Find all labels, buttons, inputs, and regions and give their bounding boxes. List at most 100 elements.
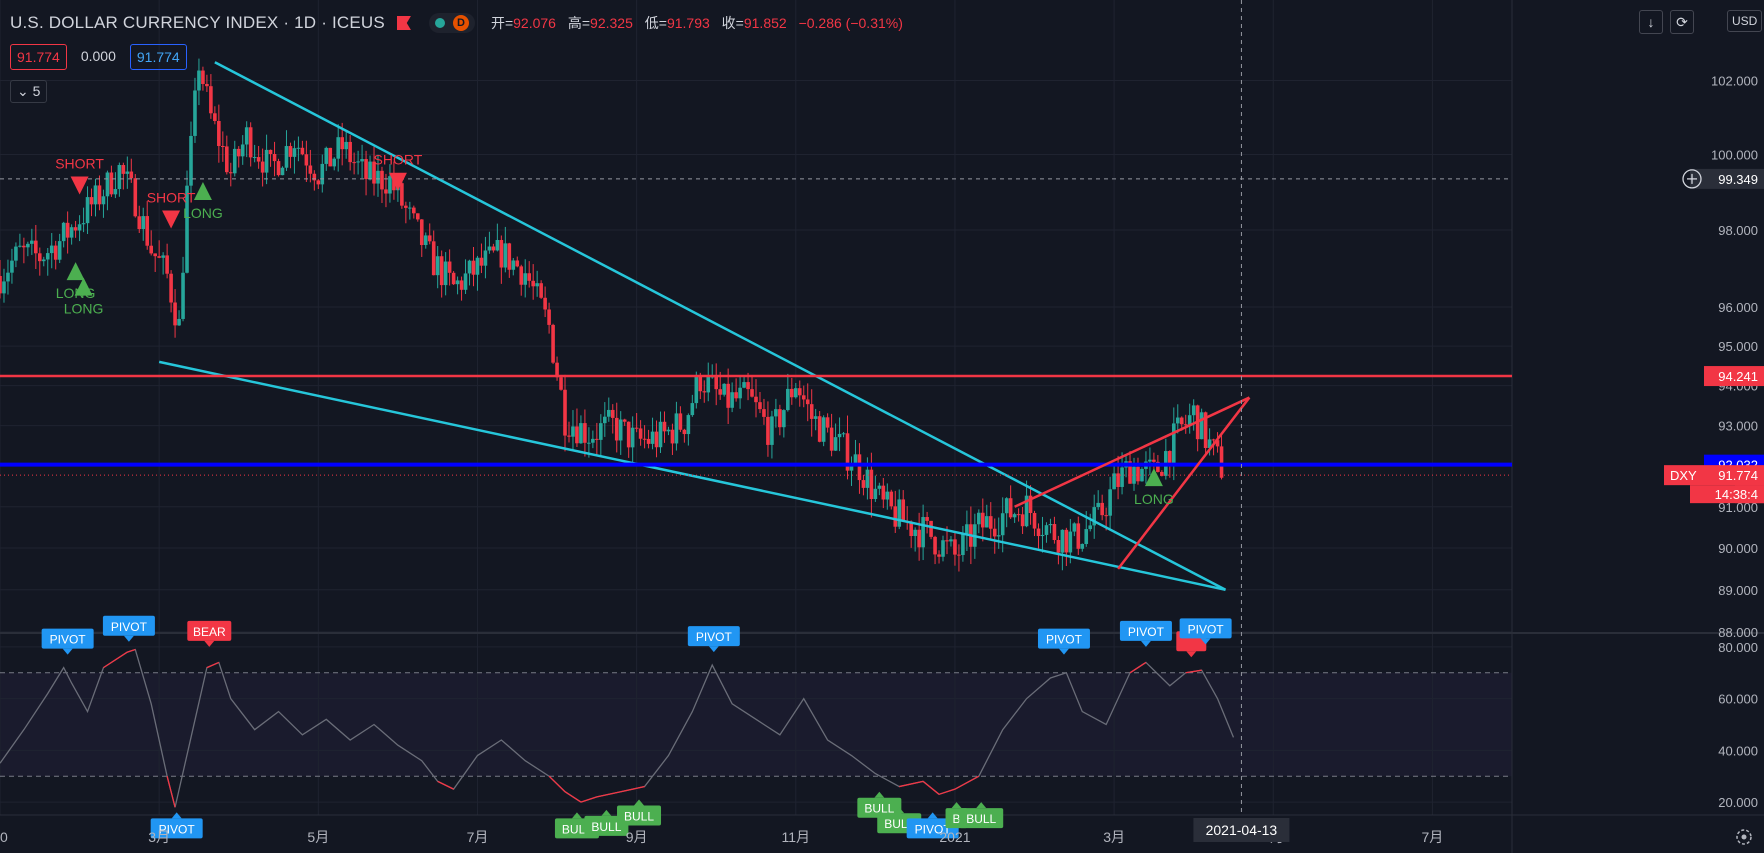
candle-body [435, 256, 440, 276]
currency-button[interactable]: USD [1727, 10, 1763, 32]
candle-body [722, 383, 726, 395]
candle-body [240, 144, 245, 157]
candle-body [809, 404, 814, 419]
candle-body [965, 524, 969, 534]
last-price-symbol: DXY [1670, 468, 1697, 483]
label-pointer [634, 799, 645, 806]
oscillator-extreme-segment [620, 785, 645, 793]
candle-body [1108, 489, 1112, 516]
candle-body [957, 554, 961, 556]
time-tick-label: 11月 [782, 829, 811, 845]
candle-body [487, 246, 492, 251]
market-open-dot-icon [434, 18, 445, 28]
candle-body [81, 223, 86, 225]
candle-body [1187, 415, 1192, 425]
candle-body [419, 219, 424, 246]
crosshair-price-value: 99.349 [1718, 172, 1758, 187]
candle-body [730, 392, 734, 408]
time-tick-label: 20 [0, 829, 8, 845]
indicator-value-3: 91.774 [129, 44, 187, 70]
candle-body [595, 438, 599, 440]
long-signal-label: LONG [64, 301, 104, 317]
candle-body [786, 388, 790, 411]
drawing-line-5[interactable] [1117, 396, 1251, 570]
gear-icon[interactable] [1736, 829, 1752, 845]
candle-body [77, 224, 82, 231]
label-text: BULL [624, 809, 654, 823]
price-tick-label: 89.000 [1718, 583, 1758, 598]
candle-body [308, 165, 313, 174]
candle-body [431, 241, 436, 276]
candle-body [137, 216, 142, 230]
reset-button[interactable]: ⟳ [1670, 10, 1694, 34]
candle-body [1020, 514, 1025, 527]
candle-body [348, 141, 352, 163]
price-tick-label: 88.000 [1718, 625, 1758, 640]
candle-body [475, 257, 480, 275]
candle-body [881, 485, 886, 500]
candle-body [873, 488, 878, 499]
candle-body [531, 280, 535, 287]
oscillator-extreme-segment [127, 648, 136, 653]
candle-body [953, 539, 957, 555]
download-button[interactable]: ↓ [1639, 10, 1663, 34]
candle-body [634, 427, 639, 429]
bull-label: BULL [617, 799, 662, 826]
time-tick-label: 2021 [939, 829, 970, 845]
long-signal-label: LONG [1134, 491, 1174, 507]
candle-body [642, 438, 647, 440]
pivot-label: PIVOT [1037, 628, 1090, 655]
candle-body [336, 137, 341, 159]
drawing-line-1[interactable] [158, 360, 1226, 592]
candle-body [221, 146, 225, 148]
candle-body [364, 159, 368, 180]
candle-body [845, 433, 850, 471]
candle-body [89, 197, 94, 205]
indicators-collapse-button[interactable]: ⌄ 5 [10, 80, 48, 103]
price-tick-label: 98.000 [1718, 223, 1758, 238]
candle-body [376, 170, 380, 184]
price-tick-label: 90.000 [1718, 541, 1758, 556]
candle-body [1168, 451, 1172, 466]
candle-body [30, 240, 34, 244]
flag-icon[interactable] [396, 16, 411, 30]
candle-body [626, 421, 631, 448]
drawing-line-0[interactable] [214, 61, 1227, 591]
candle-body [1096, 502, 1100, 508]
chart-legend: U.S. DOLLAR CURRENCY INDEX · 1D · ICEUS … [10, 12, 911, 34]
countdown-text: 14:38:4 [1715, 487, 1758, 502]
candle-body [205, 83, 209, 87]
candle-body [1175, 417, 1180, 424]
candle-body [225, 146, 229, 173]
indicator-value-2: 0.000 [80, 48, 116, 64]
ohlc-open: 92.076 [513, 15, 556, 31]
candle-body [1128, 461, 1132, 484]
candle-body [877, 485, 882, 489]
candle-body [1211, 439, 1216, 441]
ohlc-low-label: 低= [644, 15, 667, 31]
candle-body [837, 433, 842, 438]
candle-body [762, 409, 766, 417]
candle-body [443, 261, 448, 286]
candle-body [447, 261, 452, 273]
label-text: BEAR [193, 625, 226, 639]
candle-body [913, 529, 917, 537]
drawing-line-4[interactable] [1014, 396, 1250, 508]
ohlc-high: 92.325 [590, 15, 633, 31]
oscillator-extreme-segment [954, 775, 980, 790]
label-text: PIVOT [1128, 625, 1165, 639]
candle-body [606, 409, 611, 417]
candle-body [921, 517, 925, 548]
candle-body [41, 259, 46, 262]
candle-body [1160, 471, 1164, 476]
candle-body [778, 409, 782, 428]
label-box [1119, 620, 1172, 641]
label-pointer [708, 646, 719, 653]
candle-body [551, 324, 555, 363]
candle-body [408, 207, 412, 209]
crosshair-date-tag [1193, 818, 1290, 842]
symbol-title[interactable]: U.S. DOLLAR CURRENCY INDEX · 1D · ICEUS [10, 13, 385, 32]
candle-body [833, 437, 838, 451]
plus-icon[interactable] [1682, 169, 1702, 189]
